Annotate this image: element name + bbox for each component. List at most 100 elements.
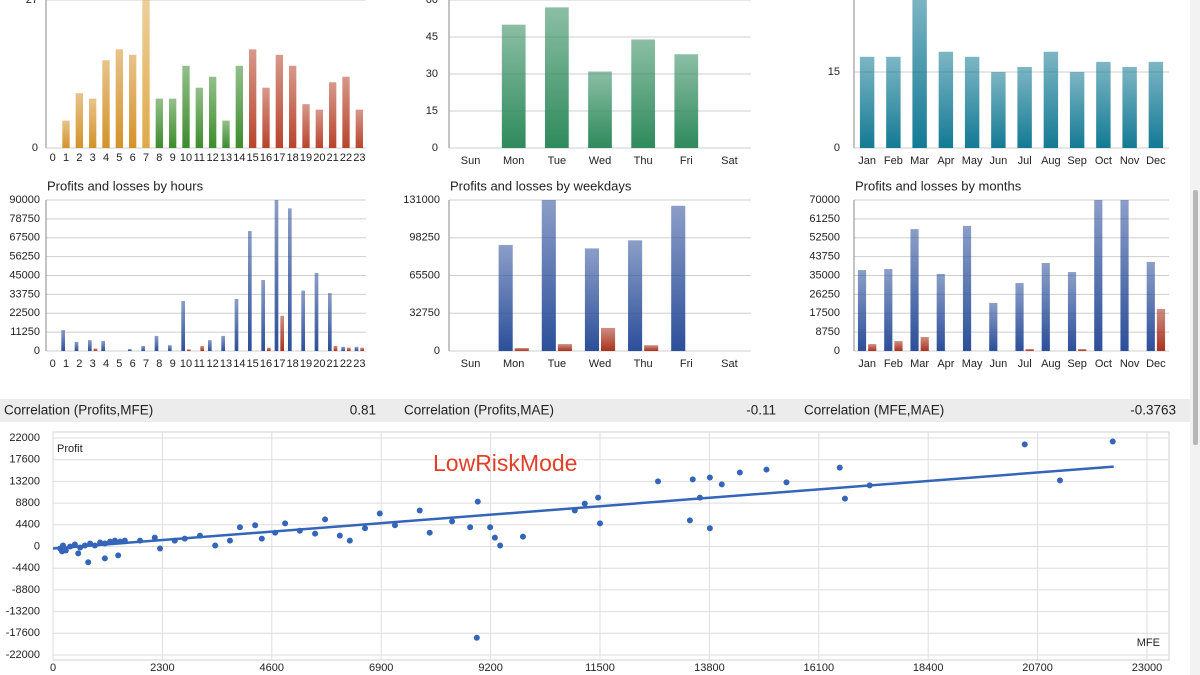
bar bbox=[187, 349, 191, 351]
x-tick-label: 15 bbox=[247, 152, 259, 164]
bar bbox=[288, 208, 292, 351]
scatter-point bbox=[706, 474, 713, 481]
x-tick-label: 2 bbox=[76, 358, 82, 370]
scatter-point bbox=[111, 537, 118, 544]
y-tick-label: -4400 bbox=[12, 562, 40, 574]
y-tick-label: 27 bbox=[26, 0, 38, 6]
y-tick-label: 33750 bbox=[9, 288, 40, 300]
y-tick-label: 0 bbox=[32, 142, 38, 154]
bar bbox=[912, 0, 927, 148]
x-tick-label: 12 bbox=[207, 358, 219, 370]
x-tick-label: 9 bbox=[170, 358, 176, 370]
scatter-point bbox=[212, 542, 219, 549]
scatter-point bbox=[696, 494, 703, 501]
bar bbox=[234, 298, 239, 351]
bar bbox=[360, 347, 364, 351]
bar bbox=[1015, 283, 1024, 351]
scatter-point bbox=[322, 516, 329, 523]
scatter-point bbox=[75, 550, 82, 557]
x-tick-label: Mon bbox=[503, 358, 524, 370]
bar bbox=[671, 205, 686, 351]
x-tick-label: 9200 bbox=[478, 662, 502, 674]
bar bbox=[884, 269, 893, 351]
bar bbox=[920, 336, 929, 351]
correlation-value: 0.81 bbox=[350, 403, 376, 418]
x-tick-label: Sep bbox=[1067, 155, 1087, 167]
x-tick-label: 21 bbox=[327, 152, 339, 164]
scatter-point bbox=[836, 464, 843, 471]
scatter-point bbox=[81, 542, 88, 549]
bar bbox=[989, 302, 998, 351]
scatter-point bbox=[346, 537, 353, 544]
bar bbox=[1069, 72, 1085, 148]
scatter-point bbox=[296, 527, 303, 534]
bar bbox=[301, 290, 305, 351]
x-tick-label: 6 bbox=[130, 358, 136, 370]
scrollbar-thumb[interactable] bbox=[1193, 190, 1198, 445]
bar bbox=[938, 51, 954, 148]
x-tick-label: 17 bbox=[273, 152, 285, 164]
x-tick-label: Sat bbox=[721, 358, 738, 370]
bar bbox=[588, 71, 612, 148]
y-axis-label: Profit bbox=[57, 443, 83, 455]
x-tick-label: 4 bbox=[103, 358, 109, 370]
scatter-point bbox=[336, 532, 343, 539]
x-tick-label: Sun bbox=[461, 155, 481, 167]
scatter-point bbox=[866, 482, 873, 489]
x-tick-label: 18 bbox=[287, 152, 299, 164]
x-tick-label: 13 bbox=[220, 358, 232, 370]
bar bbox=[501, 24, 526, 149]
correlation-strip bbox=[0, 399, 1190, 422]
y-tick-label: -13200 bbox=[6, 606, 40, 618]
bar bbox=[991, 72, 1006, 148]
x-tick-label: May bbox=[962, 155, 983, 167]
scatter-point bbox=[783, 479, 790, 486]
x-tick-label: 10 bbox=[180, 152, 192, 164]
bar bbox=[1094, 200, 1103, 351]
bar bbox=[142, 0, 150, 148]
bar bbox=[200, 345, 204, 351]
bar bbox=[154, 335, 159, 351]
x-tick-label: 11500 bbox=[585, 662, 615, 674]
bar bbox=[333, 345, 338, 351]
bar bbox=[181, 301, 185, 351]
scatter-point bbox=[487, 524, 494, 531]
scatter-point bbox=[597, 520, 603, 527]
x-tick-label: Dec bbox=[1146, 155, 1166, 167]
bar bbox=[936, 273, 945, 351]
bar bbox=[155, 98, 163, 148]
chart-title: Profits and losses by weekdays bbox=[450, 178, 632, 193]
x-tick-label: Jul bbox=[1018, 155, 1032, 167]
scatter-point bbox=[67, 543, 74, 550]
x-tick-label: Sun bbox=[461, 358, 481, 370]
bar bbox=[1122, 66, 1137, 148]
x-tick-label: May bbox=[962, 358, 983, 370]
correlation-label: Correlation (Profits,MAE) bbox=[404, 403, 554, 418]
x-tick-label: 3 bbox=[90, 152, 96, 164]
x-tick-label: Thu bbox=[634, 155, 653, 167]
scatter-point bbox=[718, 481, 725, 488]
bar bbox=[280, 315, 284, 351]
bar bbox=[302, 104, 310, 148]
y-tick-label: 32750 bbox=[409, 307, 440, 319]
x-tick-label: 0 bbox=[50, 358, 56, 370]
y-tick-label: 0 bbox=[432, 142, 438, 154]
x-tick-label: Mar bbox=[910, 358, 929, 370]
x-tick-label: Wed bbox=[589, 358, 611, 370]
x-tick-label: 19 bbox=[300, 358, 312, 370]
x-tick-label: 15 bbox=[247, 358, 259, 370]
bar bbox=[628, 240, 643, 351]
bar bbox=[102, 60, 110, 148]
bar bbox=[328, 293, 332, 351]
scatter-point bbox=[426, 529, 433, 536]
bar bbox=[601, 327, 616, 351]
x-tick-label: 3 bbox=[90, 358, 96, 370]
y-tick-label: 90000 bbox=[9, 194, 40, 206]
x-tick-label: 23 bbox=[353, 152, 365, 164]
x-tick-label: Wed bbox=[589, 155, 611, 167]
x-tick-label: Jan bbox=[858, 155, 876, 167]
x-tick-label: Tue bbox=[548, 358, 567, 370]
bar bbox=[355, 109, 363, 148]
bar bbox=[141, 345, 145, 351]
bar bbox=[1041, 262, 1050, 351]
